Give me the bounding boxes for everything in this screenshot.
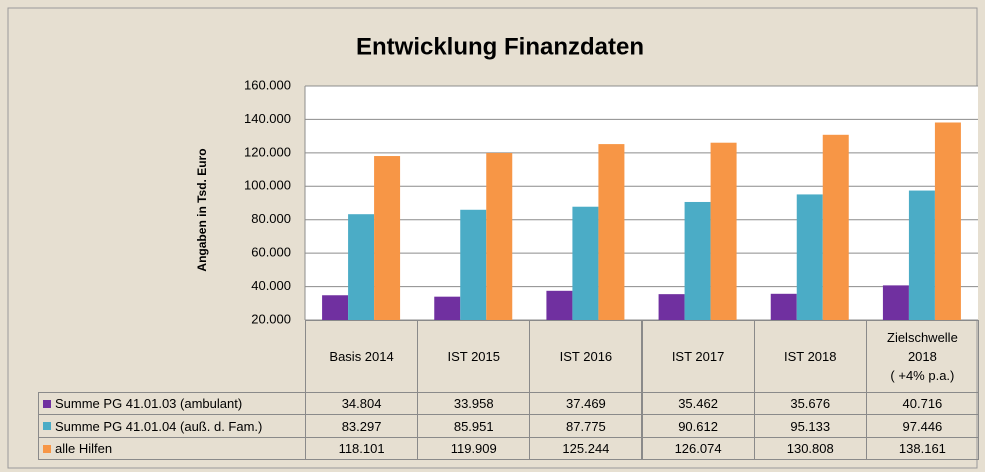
category-label: IST 2016	[529, 320, 643, 393]
table-value: 138.161	[865, 437, 979, 460]
bar	[374, 156, 401, 320]
table-value: 83.297	[305, 414, 419, 438]
legend-swatch	[43, 422, 51, 430]
table-value: 33.958	[417, 392, 531, 415]
category-label: IST 2018	[753, 320, 867, 393]
plot-area	[305, 86, 978, 320]
legend-swatch	[43, 444, 51, 453]
y-tick-label: 80.000	[251, 211, 291, 226]
bar	[684, 201, 711, 320]
bar	[598, 144, 625, 320]
category-label: Zielschwelle 2018 ( +4% p.a.)	[865, 320, 979, 393]
bar	[770, 293, 797, 320]
table-value: 35.676	[753, 392, 867, 415]
table-value: 35.462	[641, 392, 755, 415]
legend-label: alle Hilfen	[55, 441, 113, 456]
table-value: 37.469	[529, 392, 643, 415]
bar	[822, 134, 849, 320]
table-value: 34.804	[305, 392, 419, 415]
bar	[572, 206, 599, 320]
bar	[710, 142, 737, 320]
table-value: 90.612	[641, 414, 755, 438]
table-value: 130.808	[753, 437, 867, 460]
y-tick-label: 120.000	[244, 144, 291, 159]
table-value: 85.951	[417, 414, 531, 438]
table-value: 119.909	[417, 437, 531, 460]
legend-entry: Summe PG 41.01.04 (auß. d. Fam.)	[38, 414, 306, 438]
legend-swatch	[43, 399, 51, 408]
bar	[934, 122, 961, 321]
bar	[322, 295, 349, 320]
bar	[348, 214, 375, 320]
table-value: 95.133	[753, 414, 867, 438]
bar	[434, 296, 461, 320]
bar	[460, 209, 487, 320]
table-value: 118.101	[305, 437, 419, 460]
legend-label: Summe PG 41.01.03 (ambulant)	[55, 396, 243, 411]
bar	[882, 285, 909, 320]
y-tick-label: 60.000	[251, 245, 291, 260]
table-value: 87.775	[529, 414, 643, 438]
bar	[486, 153, 513, 320]
y-axis-title: Angaben in Tsd. Euro	[195, 148, 209, 271]
y-tick-label: 40.000	[251, 278, 291, 293]
legend-label: Summe PG 41.01.04 (auß. d. Fam.)	[55, 418, 263, 434]
bar	[546, 290, 573, 320]
y-tick-label: 160.000	[244, 77, 291, 92]
bar	[908, 190, 935, 320]
legend-entry: Summe PG 41.01.03 (ambulant)	[38, 392, 306, 415]
table-value: 40.716	[865, 392, 979, 415]
category-label: IST 2017	[641, 320, 755, 393]
table-value: 125.244	[529, 437, 643, 460]
y-tick-label: 20.000	[251, 311, 291, 326]
chart-title: Entwicklung Finanzdaten	[356, 33, 644, 60]
table-value: 97.446	[865, 414, 979, 438]
y-tick-label: 140.000	[244, 111, 291, 126]
legend-entry: alle Hilfen	[38, 437, 306, 460]
bar	[658, 294, 685, 320]
table-value: 126.074	[641, 437, 755, 460]
bar	[796, 194, 823, 320]
y-tick-label: 100.000	[244, 178, 291, 193]
category-label: Basis 2014	[305, 320, 419, 393]
category-label: IST 2015	[417, 320, 531, 393]
